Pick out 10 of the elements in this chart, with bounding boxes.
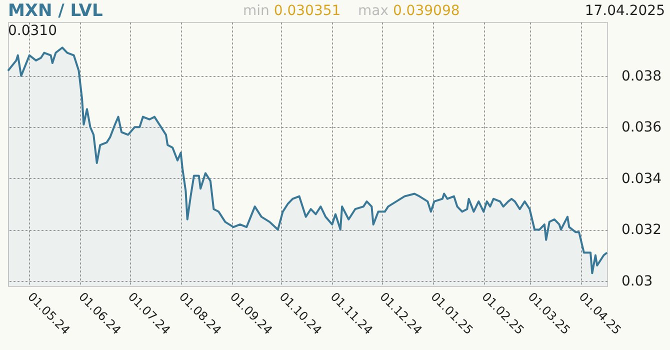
- y-tick-label: 0.03: [622, 273, 653, 290]
- y-tick-label: 0.034: [622, 170, 662, 187]
- y-tick-label: 0.038: [622, 68, 662, 84]
- annotation: 0.0310: [8, 23, 57, 39]
- chart-title: MXN / LVL: [8, 1, 103, 21]
- y-tick-label: 0.036: [622, 120, 662, 136]
- text: max 0.039098: [358, 3, 460, 19]
- text: min 0.030351: [243, 3, 341, 19]
- y-tick-label: 0.032: [622, 222, 662, 238]
- text: 17.04.2025: [584, 3, 665, 19]
